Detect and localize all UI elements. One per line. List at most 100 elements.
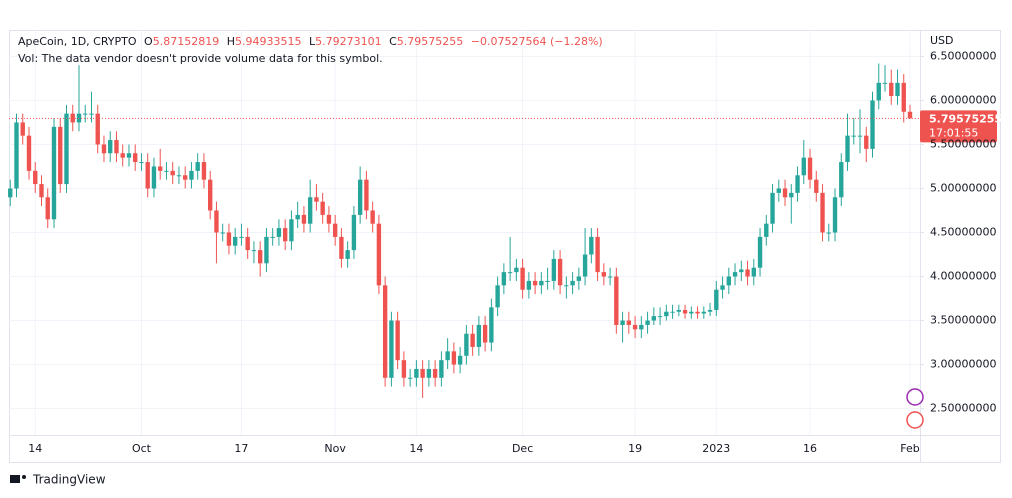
candle-body [601,272,607,277]
candle-body [270,236,275,238]
event-icon[interactable] [906,411,924,429]
candle-body [457,355,463,365]
candle-body [539,280,544,286]
x-tick-label: 14 [28,442,42,455]
candle-body [108,140,113,154]
candle-body [757,236,763,268]
candle-body [326,214,332,224]
x-tick-label: Dec [512,442,533,455]
candle-body [20,122,25,136]
candle-body [233,236,238,246]
candle-body [389,320,394,378]
candle-body [120,153,125,158]
change: −0.07527564 (−1.28%) [471,35,603,48]
candle-body [507,272,513,274]
candle-body [570,280,575,286]
candle-body [133,153,138,163]
candle-body [820,192,825,233]
candle-body [282,228,288,242]
y-tick-label: 6.50000000 [930,49,996,62]
candle-body [314,197,319,202]
candle-body [532,280,538,286]
brand-logo [22,475,26,479]
candle-body [189,170,194,180]
candle-body [58,126,63,185]
h-label: H [227,35,235,48]
candle-body [245,236,250,251]
candle-body [651,316,657,321]
candle-body [676,309,682,312]
candle-body [839,162,844,198]
currency: USD [930,34,954,47]
y-tick-label: 5.00000000 [930,181,996,194]
brand: TradingView [10,473,106,487]
candle-body [514,267,519,273]
candle-body [495,285,500,308]
candle-body [526,280,532,290]
brand-logo [10,475,20,483]
candle-body [470,333,475,347]
candle-body [439,360,444,378]
candle-body [739,269,744,273]
candle-body [295,214,300,220]
candle-body [464,333,469,356]
candle-body [682,309,688,314]
candle-body [101,144,107,154]
candle-body [239,236,244,238]
o-value: 5.87152819 [153,35,219,48]
candle-body [401,360,407,378]
y-tick-label: 3.00000000 [930,358,996,371]
candle-body [39,184,44,198]
candle-body [501,272,507,286]
candle-body [564,285,569,287]
x-tick-label: 17 [234,442,248,455]
y-tick-label: 5.50000000 [930,137,996,150]
candle-body [382,285,388,378]
candle-body [145,162,150,189]
candle-body [114,140,119,154]
candle-body [482,324,488,343]
candle-body [764,223,769,237]
candle-body [864,135,869,149]
candle-body [807,157,813,180]
o-label: O [144,35,153,48]
x-tick-label: 16 [803,442,817,455]
candle-body [151,166,157,189]
candle-body [414,368,419,378]
candle-body [476,324,482,347]
candle-body [889,82,894,97]
candle-body [214,210,219,233]
candle-body [595,236,600,273]
x-tick-label: 2023 [702,442,730,455]
candle-body [332,223,338,237]
candle-body [795,175,800,193]
candle-body [345,250,350,259]
last-price-label: 5.79575255 [929,112,1002,125]
candle-body [407,377,413,379]
candle-body [814,179,819,193]
candle-body [520,267,525,290]
candle-body [14,122,19,189]
candle-body [158,166,163,171]
event-icon[interactable] [906,388,924,406]
candle-body [832,197,838,233]
candle-body [364,179,369,211]
candle-body [707,309,713,312]
candle-body [639,324,644,330]
candle-body [8,188,13,198]
candle-body [226,232,232,246]
candle-body [882,82,888,84]
x-tick-label: 19 [628,442,642,455]
last-price-box [920,110,997,143]
candle-body [701,311,706,314]
candle-body [714,289,719,310]
brand-name: TradingView [32,473,106,487]
candle-body [251,250,257,252]
symbol: ApeCoin, 1D, CRYPTO [18,35,137,48]
candle-body [64,113,69,185]
candle-body [626,320,632,325]
candle-body [614,276,619,325]
candle-body [351,214,357,251]
y-tick-label: 3.50000000 [930,314,996,327]
candle-body [826,232,831,234]
